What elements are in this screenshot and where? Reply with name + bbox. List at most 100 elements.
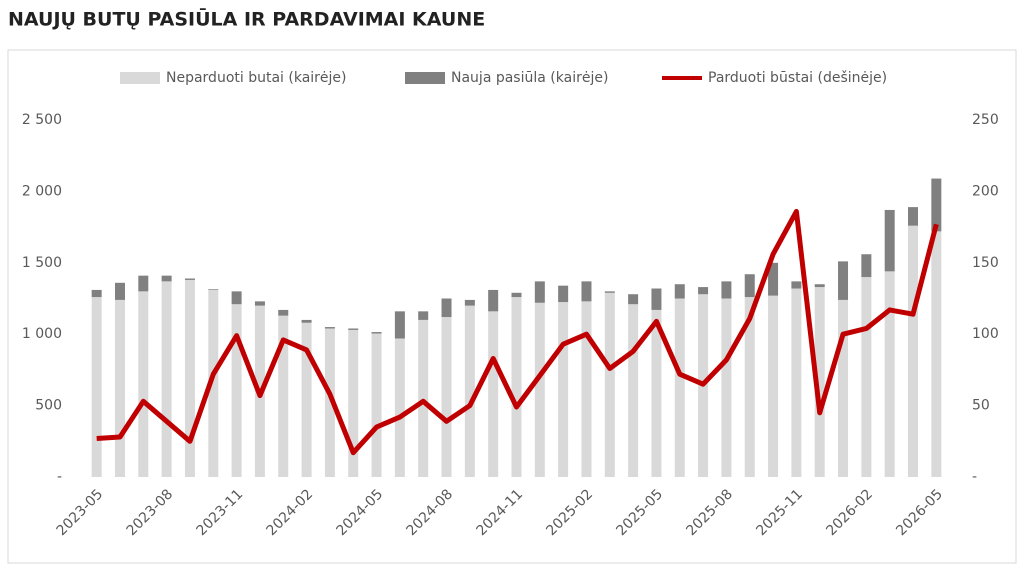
bar [278, 309, 289, 316]
bar [231, 291, 242, 305]
legend-label: Parduoti būstai (dešinėje) [708, 70, 887, 86]
bar [441, 317, 452, 477]
bar [931, 231, 942, 477]
bar [278, 315, 289, 477]
bar [721, 281, 732, 299]
bar [138, 291, 149, 477]
y2-tick-label: 200 [972, 183, 999, 199]
x-tick-label: 2025-11 [753, 486, 806, 539]
bar [254, 301, 265, 306]
bar [91, 289, 102, 298]
bar [534, 302, 545, 477]
x-tick-label: 2023-11 [194, 486, 247, 539]
bar [558, 302, 569, 477]
x-tick-label: 2025-05 [613, 486, 666, 539]
bar [768, 262, 779, 296]
bar [418, 311, 429, 320]
x-tick-label: 2023-08 [124, 486, 177, 539]
y-tick-label: 1 500 [22, 255, 62, 271]
bar [838, 299, 849, 477]
bar [441, 298, 452, 318]
bar [114, 282, 125, 300]
bar [674, 298, 685, 477]
bar [581, 301, 592, 477]
bar [371, 333, 382, 477]
bar [394, 338, 405, 477]
x-tick-label: 2024-05 [334, 486, 387, 539]
y-tick-label: 1 000 [22, 326, 62, 342]
bar [908, 225, 919, 477]
bar [161, 275, 172, 282]
bar [208, 289, 219, 477]
bar [581, 281, 592, 302]
bar [418, 319, 429, 477]
y2-tick-label: 150 [972, 255, 999, 271]
bar [184, 279, 195, 477]
bar [301, 319, 312, 323]
bar [861, 254, 872, 278]
bar [114, 299, 125, 477]
bar [744, 274, 755, 298]
x-tick-label: 2024-08 [404, 486, 457, 539]
x-tick-label: 2026-02 [823, 486, 876, 539]
bar [861, 277, 872, 477]
bar [744, 297, 755, 477]
bar [838, 261, 849, 300]
bar [138, 275, 149, 292]
chart-frame [7, 49, 1017, 564]
line [96, 208, 939, 456]
y2-tick-label: - [972, 469, 977, 485]
bar [324, 327, 335, 329]
y-tick-label: - [57, 469, 62, 485]
bar [628, 304, 639, 477]
bar [208, 289, 219, 290]
bar [511, 297, 522, 477]
bar [628, 294, 639, 305]
x-tick-label: 2024-11 [473, 486, 526, 539]
legend-swatch [120, 72, 160, 84]
y-tick-label: 500 [35, 398, 62, 414]
bar [161, 281, 172, 477]
y2-tick-label: 50 [972, 398, 990, 414]
bar [604, 291, 615, 293]
bar [324, 328, 335, 477]
bar [301, 322, 312, 477]
bar [488, 311, 499, 477]
bar [884, 271, 895, 477]
legend-label: Nauja pasiūla (kairėje) [451, 70, 608, 86]
bar [814, 287, 825, 477]
bar [464, 305, 475, 477]
x-tick-label: 2023-05 [54, 486, 107, 539]
bar [534, 281, 545, 303]
chart-title: NAUJŲ BUTŲ PASIŪLA IR PARDAVIMAI KAUNE [8, 8, 485, 31]
bar [721, 298, 732, 477]
legend-swatch [405, 72, 445, 84]
x-tick-label: 2025-02 [543, 486, 596, 539]
bar [674, 284, 685, 299]
bar [884, 209, 895, 272]
bar [348, 328, 359, 330]
bar [791, 281, 802, 289]
bar [348, 329, 359, 477]
bar [558, 285, 569, 303]
bar [394, 311, 405, 339]
bar [184, 278, 195, 280]
bar [651, 309, 662, 477]
bar [651, 288, 662, 310]
bar [814, 284, 825, 288]
bar [698, 287, 709, 295]
y2-tick-label: 250 [972, 112, 999, 128]
x-tick-label: 2025-08 [683, 486, 736, 539]
bar [931, 178, 942, 232]
x-tick-label: 2024-02 [264, 486, 317, 539]
bar [91, 297, 102, 477]
bar [464, 299, 475, 306]
legend-label: Neparduoti butai (kairėje) [166, 70, 347, 86]
bar [768, 295, 779, 477]
bar [604, 292, 615, 477]
bar [231, 304, 242, 477]
bar [791, 288, 802, 477]
y2-tick-label: 100 [972, 326, 999, 342]
x-tick-label: 2026-05 [893, 486, 946, 539]
